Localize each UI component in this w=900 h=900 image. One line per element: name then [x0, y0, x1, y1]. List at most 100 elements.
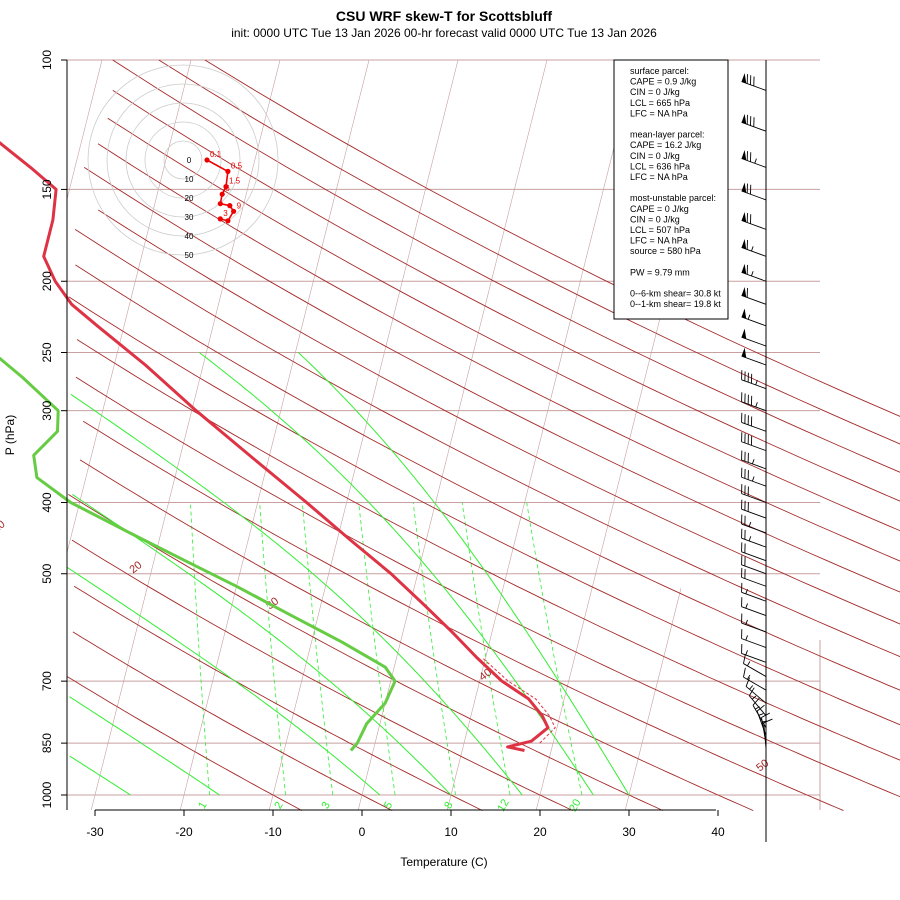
wind-barb-half-feather: [751, 246, 754, 252]
moist-adiabat-10: [72, 493, 452, 796]
wind-barb: [741, 629, 767, 648]
hodograph-point: [219, 191, 225, 197]
mixing-ratio-labels: 1 2 3 5 8 12 20: [196, 797, 583, 814]
wind-barb: [743, 654, 767, 677]
hodograph-point-label: 1.5: [229, 177, 241, 186]
wind-barbs: [741, 60, 773, 842]
info-box-line: most-unstable parcel:: [630, 193, 716, 203]
wind-barb-flag: [741, 73, 747, 84]
isotherm-10: [446, 60, 637, 810]
sounding-profiles: [0, 141, 556, 752]
temperature-profile: [0, 141, 550, 752]
wind-barb-staff: [741, 441, 767, 452]
wind-barb-half-feather: [746, 661, 751, 667]
wind-barb-flag: [741, 212, 747, 223]
dry-adiabat-20: [71, 539, 573, 812]
wind-barb-staff: [741, 493, 767, 503]
moist-adiabat-30: [297, 352, 630, 796]
axis-ticks: -30 -20 -10 0 10 20 30 401001502002503004005007…: [40, 50, 725, 839]
wind-barb-staff: [741, 638, 767, 648]
wind-barb: [741, 113, 767, 132]
y-tick-label: 200: [40, 271, 54, 291]
wind-barb-staff: [741, 316, 767, 327]
hodograph-point-label: 6: [225, 184, 230, 193]
wind-barb-half-feather: [751, 459, 755, 465]
wind-barb: [741, 432, 767, 452]
moist-adiabat-26: [198, 352, 594, 796]
wind-barb-staff: [741, 336, 767, 347]
wind-barb-staff: [741, 190, 767, 201]
dry-adiabat-90: [75, 264, 900, 691]
wind-barb-half-feather: [751, 271, 754, 277]
info-box-line: CAPE = 16.2 J/kg: [630, 140, 701, 150]
hodograph-point: [223, 184, 229, 190]
mixing-ratio-line-20: [526, 502, 583, 796]
hodograph-point-label: 9: [237, 201, 242, 210]
isobar-grid: [67, 59, 821, 810]
y-tick-label: 100: [40, 50, 54, 70]
wind-barb-half-feather: [745, 635, 748, 641]
info-box-line: surface parcel:: [630, 66, 689, 76]
y-tick-label: 250: [40, 342, 54, 362]
hodograph-rings: [87, 64, 279, 256]
hodograph-point: [217, 201, 223, 207]
wind-barb-staff: [741, 401, 767, 412]
wind-barb: [743, 667, 767, 691]
wind-barb: [741, 499, 767, 519]
dry-adiabat-30: [68, 494, 664, 812]
wind-barb: [741, 150, 767, 168]
wind-barb: [741, 542, 767, 562]
dry-adiabat-50: [82, 420, 844, 812]
wind-barb: [748, 687, 767, 716]
wind-barb-feather: [756, 704, 765, 712]
x-tick-label: 40: [711, 825, 725, 839]
wind-barb-feather: [745, 677, 750, 687]
wind-barb-half-feather: [755, 402, 758, 408]
mixing-ratio-line-12: [461, 502, 511, 796]
hodograph-ring-50: [87, 64, 279, 256]
wind-barb-half-feather: [755, 380, 758, 386]
wind-barb-feather: [763, 718, 773, 724]
wind-barb-staff: [741, 476, 767, 487]
info-box-line: LCL = 665 hPa: [630, 98, 690, 108]
hodograph-point: [231, 208, 237, 214]
wind-barb: [741, 467, 767, 487]
wind-barb: [741, 73, 767, 91]
wind-barb: [741, 484, 767, 503]
y-axis-label: P (hPa): [3, 415, 17, 455]
hodograph-point: [227, 203, 233, 209]
isotherm-30: [624, 587, 681, 810]
virtual-temperature-profile: [481, 657, 556, 744]
wind-barb-half-feather: [745, 603, 748, 609]
hodograph-point: [225, 168, 231, 174]
wind-barb-flag: [741, 263, 747, 275]
hodograph-ring-label-40: 40: [185, 232, 194, 241]
info-box-line: LFC = NA hPa: [630, 236, 688, 246]
dry-adiabat-160: [112, 59, 900, 473]
hodograph-ring-10: [163, 140, 203, 180]
wind-barb-half-feather: [745, 619, 748, 625]
hodograph-ring-label-0: 0: [187, 156, 192, 165]
wind-barb-half-feather: [746, 674, 751, 680]
wind-barb-feather: [743, 654, 746, 664]
wind-barb-staff: [763, 722, 767, 749]
isotherm--40: [67, 60, 192, 554]
mixing-ratio-line-1: [190, 502, 210, 796]
hodograph-point-label: 3: [223, 209, 228, 218]
x-tick-label: 10: [444, 825, 458, 839]
mixing-ratio-label-12: 12: [495, 797, 512, 814]
wind-barb-feather: [743, 667, 746, 678]
wind-barb-staff: [741, 537, 767, 548]
info-box-line: LFC = NA hPa: [630, 108, 688, 118]
y-tick-label: 500: [40, 563, 54, 583]
dry-adiabat-180: [204, 59, 900, 417]
y-tick-label: 300: [40, 400, 54, 420]
mixing-ratio-label-20: 20: [567, 797, 584, 814]
wind-barb: [741, 347, 767, 366]
hodograph-ring-20: [144, 121, 222, 199]
hodograph-ring-label-30: 30: [185, 213, 194, 222]
wind-barb-staff: [741, 355, 767, 366]
hodograph-point-label: 0.5: [231, 161, 243, 170]
wind-barb-half-feather: [751, 476, 755, 482]
wind-barb-half-feather: [747, 314, 751, 320]
